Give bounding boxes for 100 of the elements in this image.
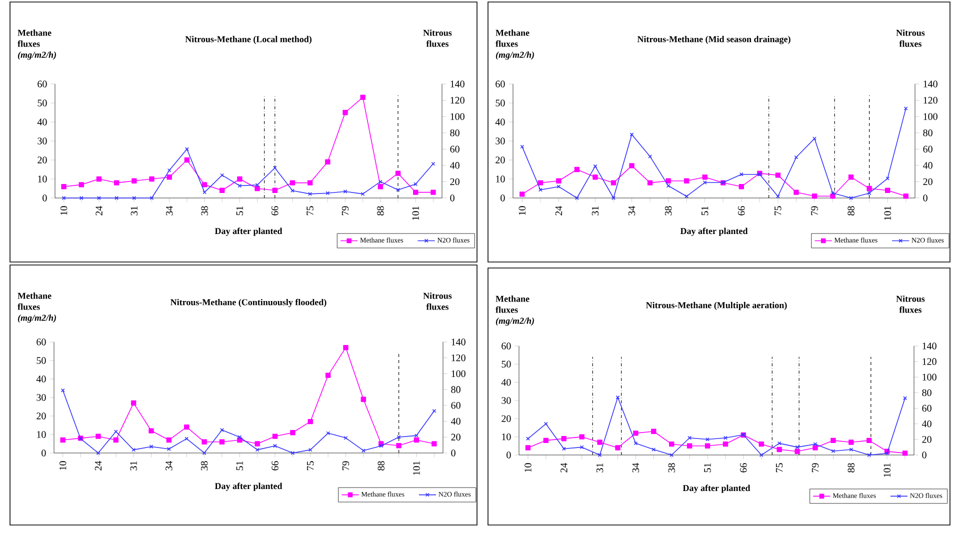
x-tick-label: 88: [848, 206, 854, 216]
y-tick-label: 50: [496, 100, 505, 106]
point: [758, 441, 764, 447]
x-tick-label: 101: [413, 461, 420, 475]
point: [290, 180, 296, 186]
point: [379, 444, 384, 448]
point: [704, 443, 710, 448]
x-tick-label: 88: [377, 206, 384, 216]
y-tick-label: 20: [502, 415, 511, 422]
point: [237, 176, 242, 182]
x-tick-label: 34: [166, 206, 173, 216]
x-tick-label: 66: [272, 206, 278, 216]
y2-tick-label: 100: [924, 113, 938, 120]
point: [326, 191, 330, 196]
point: [775, 172, 781, 178]
point: [96, 434, 101, 439]
point: [149, 176, 154, 182]
point: [812, 193, 818, 199]
point: [342, 110, 348, 116]
point: [325, 372, 331, 378]
y2-axis-title: Nitrous fluxes: [423, 292, 452, 310]
point: [794, 155, 798, 160]
y2-axis-title: Nitrous fluxes: [896, 296, 925, 313]
point: [902, 450, 908, 456]
y2-tick-label: 60: [450, 146, 460, 153]
point: [361, 448, 366, 453]
point: [255, 448, 260, 452]
point: [254, 186, 260, 192]
x-tick-label: 38: [201, 206, 208, 216]
point: [184, 157, 190, 163]
x-tick-label: 10: [60, 206, 68, 215]
point: [184, 424, 190, 430]
y2-tick-label: 20: [451, 434, 460, 440]
x-tick-label: 24: [94, 460, 102, 470]
y2-tick-label: 20: [922, 436, 932, 443]
y2-tick-label: 140: [924, 80, 938, 88]
y-tick-label: 40: [37, 118, 47, 126]
y-tick-label: 20: [38, 156, 47, 164]
y-tick-label: 0: [42, 194, 47, 202]
point: [360, 94, 366, 100]
point: [219, 439, 225, 444]
x-tick-label: 79: [342, 461, 350, 470]
point: [575, 196, 579, 200]
y-tick-label: 10: [502, 433, 511, 440]
x-tick-label: 101: [884, 463, 890, 477]
point: [634, 441, 638, 446]
x-tick-label: 31: [596, 463, 604, 472]
y-tick-label: 60: [36, 338, 46, 346]
y2-tick-label: 20: [450, 178, 460, 186]
point: [114, 196, 119, 200]
point: [543, 438, 549, 444]
point: [739, 172, 744, 176]
y2-tick-label: 40: [450, 418, 460, 425]
point: [166, 447, 171, 451]
y-axis-title: Methane fluxes (mg/m2/h): [496, 296, 534, 326]
x-tick-label: 24: [96, 206, 102, 216]
point: [308, 418, 313, 424]
point: [220, 188, 225, 193]
point: [343, 344, 348, 350]
y2-axis-title: Nitrous fluxes: [423, 30, 452, 47]
point: [130, 400, 136, 406]
y2-tick-label: 120: [924, 96, 938, 104]
point: [812, 136, 816, 141]
y2-tick-label: 120: [922, 358, 936, 365]
y2-tick-label: 80: [451, 386, 460, 393]
point: [669, 441, 674, 447]
x-tick-label: 79: [812, 463, 819, 472]
point: [684, 178, 690, 184]
x-tick-label: 31: [130, 461, 137, 470]
x-tick-label: 66: [738, 206, 745, 216]
point: [556, 178, 562, 184]
y2-tick-label: 140: [450, 80, 464, 88]
point: [97, 196, 101, 200]
point: [148, 428, 154, 434]
point: [96, 176, 102, 182]
y-tick-label: 60: [502, 342, 511, 350]
x-tick-label: 51: [704, 463, 711, 472]
point: [113, 437, 118, 443]
x-tick-label: 34: [166, 460, 172, 470]
point: [885, 451, 890, 456]
y2-tick-label: 60: [923, 146, 932, 153]
point: [432, 441, 437, 446]
point: [702, 174, 708, 180]
x-axis-title: Day after planted: [214, 482, 282, 491]
y-tick-label: 30: [496, 138, 505, 144]
point: [414, 182, 418, 186]
y2-tick-label: 140: [922, 342, 936, 350]
point: [848, 174, 854, 180]
y2-tick-label: 0: [451, 450, 456, 456]
y-tick-label: 50: [36, 357, 46, 364]
point: [580, 445, 584, 450]
point: [78, 182, 84, 188]
y-tick-label: 30: [38, 138, 47, 144]
x-tick-label: 88: [378, 461, 384, 470]
point: [132, 178, 137, 184]
point: [290, 430, 296, 436]
x-tick-label: 24: [555, 206, 562, 216]
point: [738, 184, 744, 190]
point: [325, 159, 330, 164]
point: [666, 178, 671, 184]
